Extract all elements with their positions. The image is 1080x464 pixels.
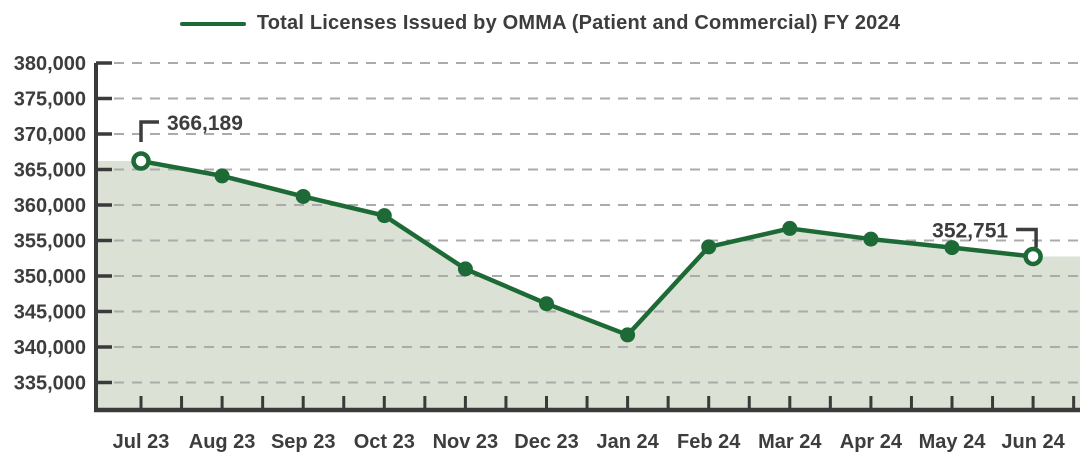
x-axis-label: Mar 24 — [758, 431, 822, 453]
y-tick-label: 355,000 — [14, 231, 86, 253]
x-axis-label: May 24 — [919, 431, 987, 453]
data-point-open-circle — [131, 151, 151, 171]
y-tick-label: 375,000 — [14, 89, 86, 111]
data-point — [539, 296, 554, 312]
x-axis-label: Nov 23 — [433, 431, 499, 453]
y-tick-label: 370,000 — [14, 124, 86, 146]
y-tick-label: 380,000 — [14, 53, 86, 75]
x-axis-label: Feb 24 — [677, 431, 741, 453]
data-point — [782, 220, 798, 236]
data-point — [376, 208, 392, 224]
data-point — [457, 261, 473, 277]
area-fill — [96, 161, 1080, 410]
y-tick-label: 345,000 — [14, 302, 86, 324]
legend-title: Total Licenses Issued by OMMA (Patient a… — [256, 12, 901, 34]
annotation-value: 352,751 — [932, 219, 1008, 242]
data-point — [701, 239, 717, 255]
y-tick-label: 335,000 — [14, 373, 86, 395]
x-axis-label: Sep 23 — [271, 431, 335, 453]
data-point — [863, 231, 879, 247]
data-point — [214, 168, 230, 184]
legend-line-swatch — [179, 21, 246, 26]
annotation-callout — [139, 120, 159, 143]
y-tick-label: 365,000 — [14, 160, 86, 182]
x-axis-label: Oct 23 — [354, 431, 415, 453]
x-axis-label: Apr 24 — [840, 431, 903, 453]
x-axis-label: Aug 23 — [189, 431, 256, 453]
x-axis-label: Jul 23 — [113, 431, 170, 453]
x-axis-label: Dec 23 — [514, 431, 579, 453]
x-axis-label: Jun 24 — [1001, 431, 1065, 453]
data-point-open-circle — [1023, 246, 1043, 267]
data-point — [620, 327, 636, 343]
chart-legend: Total Licenses Issued by OMMA (Patient a… — [0, 12, 1080, 35]
data-point — [944, 240, 960, 256]
data-point — [295, 188, 311, 204]
x-axis-label: Jan 24 — [596, 431, 659, 453]
data-line — [138, 158, 1036, 338]
y-tick-label: 340,000 — [14, 337, 86, 359]
annotation-value: 366,189 — [167, 112, 243, 135]
y-tick-label: 360,000 — [14, 195, 86, 217]
annotation-callout — [1016, 227, 1038, 248]
y-tick-label: 350,000 — [14, 266, 86, 288]
